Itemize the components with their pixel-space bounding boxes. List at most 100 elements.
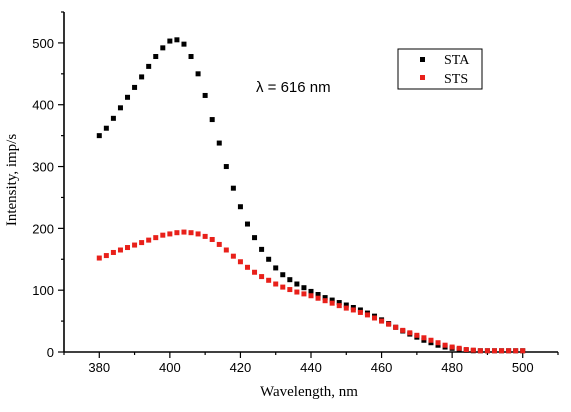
data-point-sta	[230, 185, 236, 191]
data-point-sts	[336, 303, 342, 309]
data-point-sts	[329, 300, 335, 306]
data-point-sta	[343, 302, 349, 308]
data-point-sts	[280, 284, 286, 290]
data-point-sts	[350, 307, 356, 313]
data-point-sts	[146, 237, 152, 243]
data-point-sts	[174, 230, 180, 236]
data-point-sta	[237, 204, 243, 210]
data-point-sta	[132, 84, 138, 90]
data-point-sts	[463, 347, 469, 353]
data-point-sta	[287, 277, 293, 283]
data-point-sta	[315, 292, 321, 298]
data-point-sta	[280, 272, 286, 278]
data-point-sta	[209, 117, 215, 123]
data-point-sta	[244, 221, 250, 227]
data-point-sts	[372, 315, 378, 321]
data-point-sta	[216, 140, 222, 146]
legend-box	[397, 48, 483, 90]
x-tick-label: 500	[512, 360, 534, 375]
data-point-sta	[301, 285, 307, 291]
data-point-sts	[153, 235, 159, 241]
x-tick-label: 460	[371, 360, 393, 375]
data-point-sts	[195, 231, 201, 237]
data-point-sts	[421, 335, 427, 341]
data-point-sts	[110, 249, 116, 255]
data-point-sta	[125, 94, 131, 100]
data-point-sta	[322, 295, 328, 301]
x-tick-label: 480	[441, 360, 463, 375]
data-point-sts	[237, 259, 243, 265]
data-point-sts	[484, 348, 490, 354]
data-point-sts	[266, 277, 272, 283]
data-point-sts	[125, 245, 131, 251]
x-axis-label: Wavelength, nm	[260, 384, 358, 400]
legend: STA STS	[397, 48, 483, 90]
y-tick-label: 400	[32, 98, 54, 113]
data-point-sts	[223, 247, 229, 253]
data-point-sts	[181, 229, 187, 235]
data-point-sta	[110, 115, 116, 121]
data-point-sts	[491, 348, 497, 354]
data-point-sts	[379, 318, 385, 324]
data-point-sts	[209, 236, 215, 242]
data-point-sts	[216, 241, 222, 247]
y-tick-label: 0	[47, 345, 54, 360]
data-point-sta	[188, 54, 194, 60]
annotation-label: λ = 616 nm	[256, 79, 331, 96]
data-point-sta	[273, 265, 279, 271]
x-tick-label: 400	[159, 360, 181, 375]
axes: 380 400 420 440 460 480 500 0 100 200 300 400 500	[32, 11, 559, 375]
data-point-sts	[428, 337, 434, 343]
data-point-sta	[195, 71, 201, 77]
data-point-sts	[442, 342, 448, 348]
data-point-sta	[96, 133, 102, 139]
data-point-sts	[167, 231, 173, 237]
data-point-sts	[244, 264, 250, 270]
legend-marker-sta	[420, 57, 425, 62]
data-point-sts	[477, 348, 483, 354]
data-point-sta	[139, 74, 145, 80]
legend-marker-sts	[420, 75, 425, 80]
y-tick-label: 100	[32, 283, 54, 298]
data-point-sts	[357, 309, 363, 315]
data-point-sts	[103, 253, 109, 259]
y-tick-label: 300	[32, 160, 54, 175]
data-point-sta	[167, 38, 173, 44]
data-point-sts	[456, 345, 462, 351]
y-axis-label: Intensity, imp/s	[4, 134, 20, 227]
data-point-sta	[160, 45, 166, 51]
x-tick-label: 420	[230, 360, 252, 375]
data-point-sta	[117, 105, 123, 111]
data-point-sta	[146, 63, 152, 69]
data-point-sts	[308, 293, 314, 299]
y-tick-label: 200	[32, 221, 54, 236]
data-point-sts	[386, 321, 392, 327]
data-point-sts	[435, 340, 441, 346]
data-point-sts	[96, 255, 102, 261]
legend-label-sts: STS	[444, 72, 468, 87]
data-point-sta	[174, 37, 180, 43]
data-point-sta	[181, 41, 187, 47]
data-point-sta	[259, 246, 265, 252]
series-sts	[96, 229, 526, 354]
data-point-sts	[132, 242, 138, 248]
data-point-sts	[513, 348, 519, 354]
data-point-sts	[364, 312, 370, 318]
data-point-sta	[223, 164, 229, 170]
data-point-sta	[294, 281, 300, 287]
data-point-sts	[322, 298, 328, 304]
data-point-sts	[470, 347, 476, 353]
data-point-sts	[301, 291, 307, 297]
data-point-sta	[266, 256, 272, 262]
data-point-sts	[449, 344, 455, 350]
data-point-sts	[202, 233, 208, 239]
data-point-sta	[336, 300, 342, 306]
data-point-sts	[393, 324, 399, 330]
data-point-sts	[259, 274, 265, 280]
data-marks	[96, 37, 526, 354]
data-point-sta	[103, 125, 109, 131]
data-point-sts	[230, 253, 236, 259]
data-point-sts	[139, 240, 145, 246]
